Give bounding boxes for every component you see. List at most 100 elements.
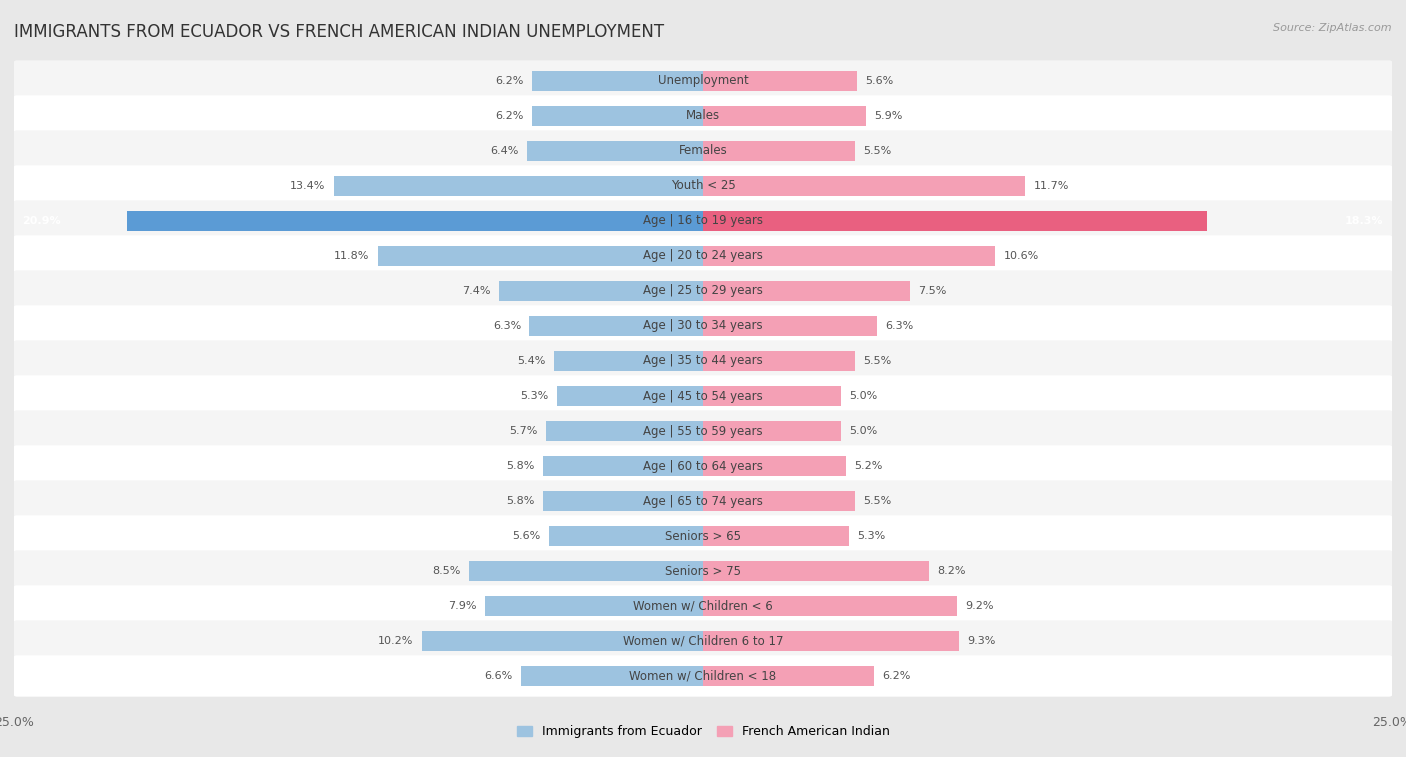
FancyBboxPatch shape bbox=[13, 61, 1393, 101]
Text: Age | 25 to 29 years: Age | 25 to 29 years bbox=[643, 285, 763, 298]
Text: 10.2%: 10.2% bbox=[378, 636, 413, 646]
Text: Seniors > 75: Seniors > 75 bbox=[665, 565, 741, 578]
Text: 5.0%: 5.0% bbox=[849, 426, 877, 436]
Text: 5.5%: 5.5% bbox=[863, 356, 891, 366]
Bar bbox=[703, 456, 846, 475]
Bar bbox=[703, 666, 875, 686]
Text: 6.2%: 6.2% bbox=[495, 111, 524, 121]
Text: 5.5%: 5.5% bbox=[863, 496, 891, 506]
FancyBboxPatch shape bbox=[13, 445, 1393, 487]
Bar bbox=[530, 316, 703, 335]
FancyBboxPatch shape bbox=[13, 165, 1393, 207]
Text: 13.4%: 13.4% bbox=[290, 181, 325, 191]
Text: 9.3%: 9.3% bbox=[967, 636, 995, 646]
Text: 7.4%: 7.4% bbox=[463, 286, 491, 296]
Text: Women w/ Children 6 to 17: Women w/ Children 6 to 17 bbox=[623, 634, 783, 647]
Bar bbox=[703, 491, 855, 511]
Text: 5.5%: 5.5% bbox=[863, 146, 891, 156]
FancyBboxPatch shape bbox=[13, 235, 1393, 276]
Bar bbox=[127, 211, 703, 231]
Bar bbox=[703, 422, 841, 441]
FancyBboxPatch shape bbox=[13, 341, 1393, 382]
Bar bbox=[485, 597, 703, 615]
Text: 11.8%: 11.8% bbox=[335, 251, 370, 261]
FancyBboxPatch shape bbox=[13, 270, 1393, 312]
Text: 20.9%: 20.9% bbox=[22, 216, 60, 226]
Text: 10.6%: 10.6% bbox=[1004, 251, 1039, 261]
Text: Women w/ Children < 18: Women w/ Children < 18 bbox=[630, 669, 776, 683]
Text: Seniors > 65: Seniors > 65 bbox=[665, 529, 741, 543]
Text: Age | 20 to 24 years: Age | 20 to 24 years bbox=[643, 250, 763, 263]
Text: 18.3%: 18.3% bbox=[1346, 216, 1384, 226]
Bar bbox=[527, 142, 703, 160]
FancyBboxPatch shape bbox=[13, 410, 1393, 452]
Bar bbox=[703, 526, 849, 546]
FancyBboxPatch shape bbox=[13, 305, 1393, 347]
Bar bbox=[499, 282, 703, 301]
Text: 5.2%: 5.2% bbox=[855, 461, 883, 471]
Bar bbox=[333, 176, 703, 195]
Text: IMMIGRANTS FROM ECUADOR VS FRENCH AMERICAN INDIAN UNEMPLOYMENT: IMMIGRANTS FROM ECUADOR VS FRENCH AMERIC… bbox=[14, 23, 664, 41]
Bar bbox=[522, 666, 703, 686]
Text: Youth < 25: Youth < 25 bbox=[671, 179, 735, 192]
Bar bbox=[703, 246, 995, 266]
FancyBboxPatch shape bbox=[13, 656, 1393, 696]
Text: 5.7%: 5.7% bbox=[509, 426, 537, 436]
Text: Women w/ Children < 6: Women w/ Children < 6 bbox=[633, 600, 773, 612]
Text: Unemployment: Unemployment bbox=[658, 74, 748, 88]
Text: Males: Males bbox=[686, 110, 720, 123]
Text: 7.5%: 7.5% bbox=[918, 286, 946, 296]
FancyBboxPatch shape bbox=[13, 130, 1393, 172]
Text: Age | 45 to 54 years: Age | 45 to 54 years bbox=[643, 390, 763, 403]
Bar bbox=[703, 211, 1208, 231]
FancyBboxPatch shape bbox=[13, 201, 1393, 241]
Text: 5.6%: 5.6% bbox=[866, 76, 894, 86]
Text: Age | 35 to 44 years: Age | 35 to 44 years bbox=[643, 354, 763, 367]
Bar bbox=[531, 71, 703, 91]
FancyBboxPatch shape bbox=[13, 95, 1393, 137]
Text: 8.2%: 8.2% bbox=[938, 566, 966, 576]
Text: 7.9%: 7.9% bbox=[449, 601, 477, 611]
Text: Females: Females bbox=[679, 145, 727, 157]
Bar bbox=[703, 597, 956, 615]
Text: 9.2%: 9.2% bbox=[965, 601, 993, 611]
FancyBboxPatch shape bbox=[13, 375, 1393, 416]
Bar bbox=[557, 386, 703, 406]
Bar bbox=[422, 631, 703, 650]
Bar bbox=[703, 562, 929, 581]
Text: 5.0%: 5.0% bbox=[849, 391, 877, 401]
Text: Age | 60 to 64 years: Age | 60 to 64 years bbox=[643, 459, 763, 472]
Bar bbox=[703, 282, 910, 301]
Bar bbox=[703, 142, 855, 160]
Bar bbox=[543, 491, 703, 511]
Text: 8.5%: 8.5% bbox=[432, 566, 461, 576]
Bar bbox=[703, 71, 858, 91]
FancyBboxPatch shape bbox=[13, 585, 1393, 627]
Bar bbox=[703, 107, 866, 126]
Text: 6.3%: 6.3% bbox=[494, 321, 522, 331]
Text: 6.4%: 6.4% bbox=[489, 146, 519, 156]
Bar bbox=[703, 386, 841, 406]
Bar bbox=[378, 246, 703, 266]
Text: 6.2%: 6.2% bbox=[882, 671, 911, 681]
Text: 6.6%: 6.6% bbox=[485, 671, 513, 681]
Bar bbox=[468, 562, 703, 581]
Bar bbox=[554, 351, 703, 371]
Bar bbox=[703, 316, 876, 335]
Text: 6.2%: 6.2% bbox=[495, 76, 524, 86]
Text: 5.9%: 5.9% bbox=[875, 111, 903, 121]
FancyBboxPatch shape bbox=[13, 550, 1393, 592]
Legend: Immigrants from Ecuador, French American Indian: Immigrants from Ecuador, French American… bbox=[512, 721, 894, 743]
FancyBboxPatch shape bbox=[13, 481, 1393, 522]
Bar bbox=[531, 107, 703, 126]
Text: Age | 30 to 34 years: Age | 30 to 34 years bbox=[643, 319, 763, 332]
Bar bbox=[703, 351, 855, 371]
Text: Age | 16 to 19 years: Age | 16 to 19 years bbox=[643, 214, 763, 228]
Text: 5.4%: 5.4% bbox=[517, 356, 546, 366]
FancyBboxPatch shape bbox=[13, 516, 1393, 556]
Bar bbox=[703, 631, 959, 650]
FancyBboxPatch shape bbox=[13, 620, 1393, 662]
Text: Source: ZipAtlas.com: Source: ZipAtlas.com bbox=[1274, 23, 1392, 33]
Text: 6.3%: 6.3% bbox=[884, 321, 912, 331]
Text: Age | 65 to 74 years: Age | 65 to 74 years bbox=[643, 494, 763, 507]
